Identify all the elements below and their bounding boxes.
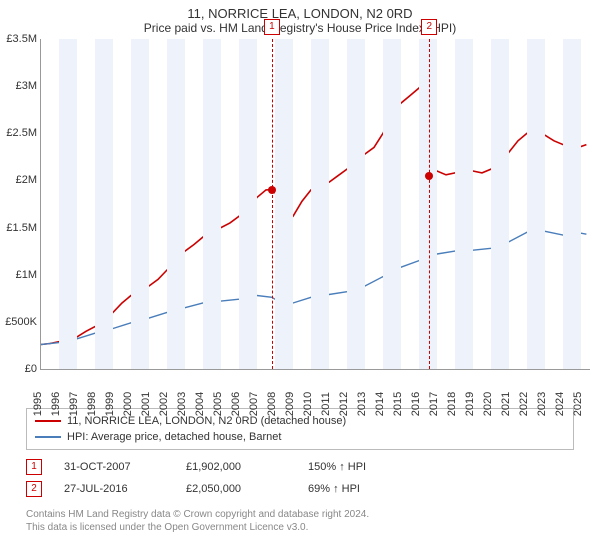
sales-table: 1 31-OCT-2007 £1,902,000 150% ↑ HPI 2 27-JUL-… [26,456,574,500]
x-tick-label: 2011 [316,392,332,416]
x-tick-label: 2000 [118,392,134,416]
sale-marker-badge: 2 [421,19,437,35]
sale-marker-line [272,39,273,369]
y-tick-label: £0 [25,363,41,375]
x-tick-label: 2008 [262,392,278,416]
x-axis-labels: 1995199619971998199920002001200220032004… [40,370,590,404]
sale-marker-line [429,39,430,369]
x-tick-label: 2023 [532,392,548,416]
sale-row: 2 27-JUL-2016 £2,050,000 69% ↑ HPI [26,478,574,500]
x-tick-label: 2005 [208,392,224,416]
y-tick-label: £2M [16,174,41,186]
sale-marker-dot [268,186,276,194]
x-tick-label: 2022 [514,392,530,416]
x-tick-label: 1995 [28,392,44,416]
sale-index-badge: 1 [26,459,42,475]
legend-label: 11, NORRICE LEA, LONDON, N2 0RD (detache… [67,415,346,427]
sale-hpi-delta: 150% ↑ HPI [308,461,366,473]
x-tick-label: 1996 [46,392,62,416]
price-chart: £0£500K£1M£1.5M£2M£2.5M£3M£3.5M12 [40,39,590,370]
x-tick-label: 2001 [136,392,152,416]
x-tick-label: 2004 [190,392,206,416]
footer-line-2: This data is licensed under the Open Gov… [26,521,574,534]
x-tick-label: 1997 [64,392,80,416]
x-tick-label: 2024 [550,392,566,416]
footer-attribution: Contains HM Land Registry data © Crown c… [26,508,574,534]
footer-line-1: Contains HM Land Registry data © Crown c… [26,508,574,521]
x-tick-label: 2013 [352,392,368,416]
sale-price: £1,902,000 [186,461,286,473]
legend-item: HPI: Average price, detached house, Barn… [35,429,565,445]
x-tick-label: 2007 [244,392,260,416]
y-tick-label: £3M [16,80,41,92]
sale-marker-dot [425,172,433,180]
x-tick-label: 2018 [442,392,458,416]
sale-index-badge: 2 [26,481,42,497]
x-tick-label: 2006 [226,392,242,416]
x-tick-label: 2025 [568,392,584,416]
y-tick-label: £1M [16,269,41,281]
x-tick-label: 1998 [82,392,98,416]
x-tick-label: 2003 [172,392,188,416]
legend-label: HPI: Average price, detached house, Barn… [67,431,281,443]
x-tick-label: 2020 [478,392,494,416]
x-tick-label: 2010 [298,392,314,416]
page-title: 11, NORRICE LEA, LONDON, N2 0RD [0,0,600,21]
page-subtitle: Price paid vs. HM Land Registry's House … [0,21,600,39]
sale-price: £2,050,000 [186,483,286,495]
x-tick-label: 2021 [496,392,512,416]
x-tick-label: 2019 [460,392,476,416]
x-tick-label: 2002 [154,392,170,416]
x-tick-label: 2009 [280,392,296,416]
y-tick-label: £3.5M [6,33,41,45]
sale-date: 31-OCT-2007 [64,461,164,473]
x-tick-label: 1999 [100,392,116,416]
sale-marker-badge: 1 [264,19,280,35]
y-tick-label: £2.5M [6,127,41,139]
sale-hpi-delta: 69% ↑ HPI [308,483,360,495]
x-tick-label: 2014 [370,392,386,416]
x-tick-label: 2017 [424,392,440,416]
y-tick-label: £1.5M [6,222,41,234]
legend-swatch [35,436,61,438]
x-tick-label: 2015 [388,392,404,416]
x-tick-label: 2016 [406,392,422,416]
sale-row: 1 31-OCT-2007 £1,902,000 150% ↑ HPI [26,456,574,478]
x-tick-label: 2012 [334,392,350,416]
sale-date: 27-JUL-2016 [64,483,164,495]
y-tick-label: £500K [5,316,41,328]
legend-swatch [35,420,61,422]
